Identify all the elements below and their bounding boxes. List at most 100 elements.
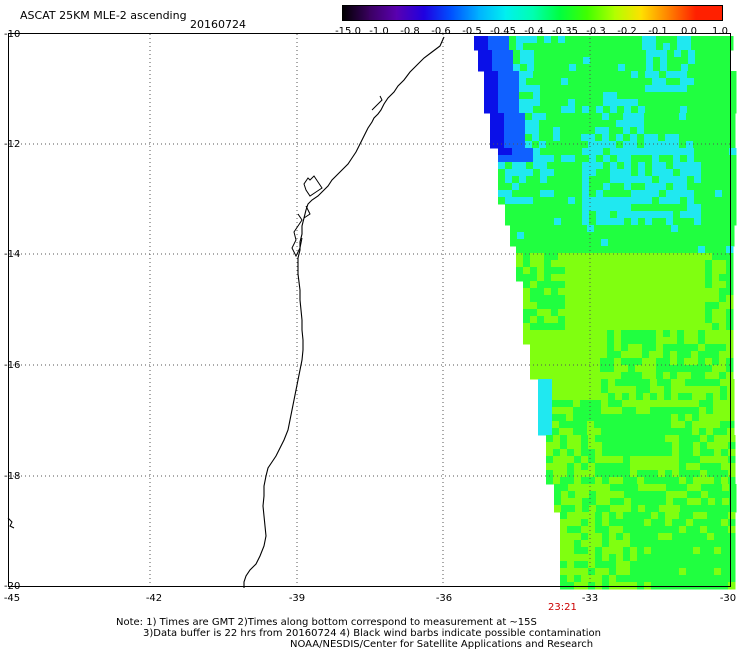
swath-pixel [621,253,629,261]
swath-pixel [693,582,701,590]
swath-pixel [560,442,568,450]
swath-pixel [712,43,720,51]
swath-pixel [672,141,680,149]
swath-pixel [520,57,528,65]
swath-pixel [567,127,575,135]
swath-pixel [587,407,595,415]
swath-pixel [552,414,560,422]
swath-pixel [609,134,617,142]
swath-pixel [729,190,737,198]
swath-pixel [638,211,646,219]
swath-pixel [671,428,679,436]
swath-pixel [693,547,701,555]
swath-pixel [721,575,729,583]
swath-pixel [495,43,503,51]
swath-pixel [596,491,604,499]
swath-pixel [568,162,576,170]
swath-pixel [588,442,596,450]
swath-pixel [547,106,555,114]
swath-pixel [644,533,652,541]
swath-pixel [600,309,608,317]
swath-pixel [600,281,608,289]
swath-pixel [631,155,639,163]
swath-pixel [547,176,555,184]
swath-pixel [558,323,566,331]
swath-pixel [615,232,623,240]
swath-pixel [644,113,652,121]
swath-pixel [580,386,588,394]
swath-pixel [593,260,601,268]
swath-pixel [659,197,667,205]
swath-pixel [574,512,582,520]
swath-pixel [638,505,646,513]
swath-pixel [713,400,721,408]
swath-pixel [664,225,672,233]
swath-pixel [614,323,622,331]
swath-pixel [712,351,720,359]
swath-pixel [651,526,659,534]
swath-pixel [554,148,562,156]
swath-pixel [677,351,685,359]
swath-pixel [595,477,603,485]
swath-pixel [603,78,611,86]
swath-pixel [527,57,535,65]
swath-pixel [540,162,548,170]
swath-pixel [709,50,717,58]
swath-pixel [700,449,708,457]
swath-pixel [715,85,723,93]
swath-pixel [532,141,540,149]
swath-pixel [650,407,658,415]
swath-pixel [609,113,617,121]
swath-pixel [644,526,652,534]
swath-pixel [602,456,610,464]
swath-pixel [596,106,604,114]
swath-pixel [693,449,701,457]
swath-pixel [630,575,638,583]
swath-pixel [708,505,716,513]
swath-pixel [716,57,724,65]
swath-pixel [659,71,667,79]
swath-pixel [600,260,608,268]
swath-pixel [644,120,652,128]
swath-pixel [630,442,638,450]
swath-pixel [545,386,553,394]
swath-pixel [728,477,736,485]
swath-pixel [665,575,673,583]
swath-pixel [600,302,608,310]
swath-pixel [544,43,552,51]
swath-pixel [512,176,520,184]
swath-pixel [537,253,545,261]
swath-pixel [645,176,653,184]
swath-pixel [722,148,730,156]
swath-pixel [610,169,618,177]
swath-pixel [729,99,737,107]
swath-pixel [659,162,667,170]
swath-pixel [587,421,595,429]
swath-pixel [544,281,552,289]
swath-pixel [609,568,617,576]
swath-pixel [679,449,687,457]
swath-pixel [726,323,734,331]
swath-pixel [596,197,604,205]
swath-pixel [610,155,618,163]
swath-pixel [679,554,687,562]
swath-pixel [667,50,675,58]
swath-pixel [635,351,643,359]
swath-pixel [595,141,603,149]
longitude-label: -45 [3,593,21,604]
swath-pixel [699,239,707,247]
swath-pixel [601,239,609,247]
swath-pixel [663,281,671,289]
swath-pixel [566,393,574,401]
swath-pixel [490,113,498,121]
swath-pixel [582,92,590,100]
swath-pixel [636,400,644,408]
swath-pixel [497,127,505,135]
swath-pixel [558,288,566,296]
swath-pixel [561,148,569,156]
swath-pixel [554,106,562,114]
swath-pixel [602,442,610,450]
swath-pixel [698,344,706,352]
swath-pixel [572,288,580,296]
swath-pixel [544,372,552,380]
